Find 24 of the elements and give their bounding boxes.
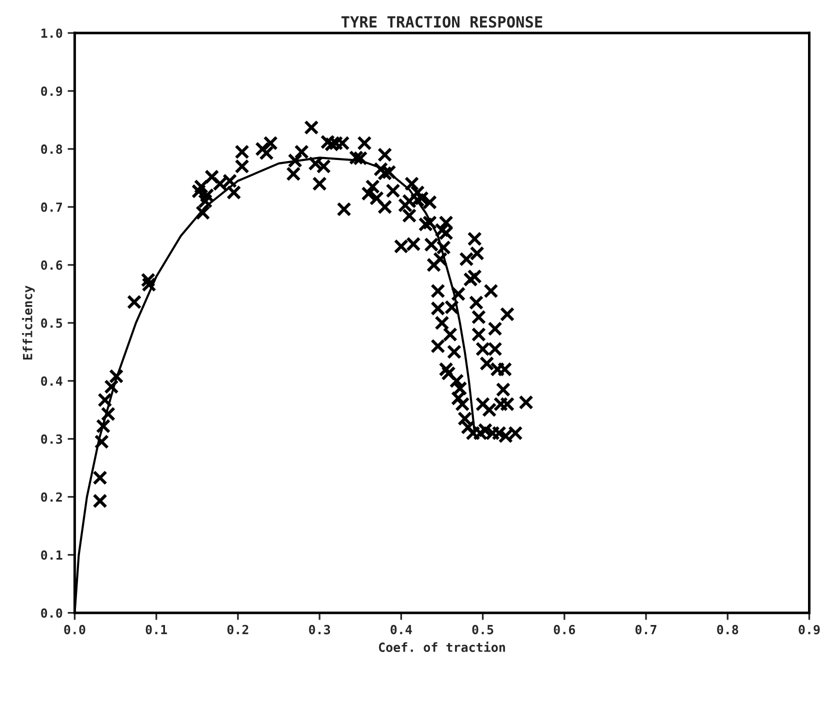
x-tick-label: 0.4 (390, 624, 412, 634)
x-tick-label: 0.0 (64, 624, 86, 634)
chart-title: TYRE TRACTION RESPONSE (341, 16, 542, 28)
y-tick-label: 0.5 (41, 318, 62, 328)
y-tick-label: 0.8 (41, 144, 62, 154)
y-tick-label: 0.3 (41, 434, 62, 444)
x-tick-label: 0.9 (798, 624, 820, 634)
x-tick-label: 0.6 (554, 624, 576, 634)
y-tick-label: 0.7 (41, 202, 62, 212)
y-tick-label: 0.4 (41, 376, 62, 386)
x-axis-title: Coef. of traction (378, 642, 505, 652)
y-axis-title: Efficiency (22, 286, 35, 360)
y-tick-label: 0.2 (41, 492, 62, 502)
y-tick-label: 0.9 (41, 86, 62, 96)
x-tick-label: 0.1 (146, 624, 168, 634)
x-tick-label: 0.3 (309, 624, 330, 634)
x-tick-label: 0.7 (635, 624, 656, 634)
y-tick-label: 0.0 (41, 608, 62, 618)
x-tick-label: 0.5 (472, 624, 494, 634)
x-tick-label: 0.8 (717, 624, 738, 634)
y-tick-label: 1.0 (41, 28, 62, 38)
y-tick-label: 0.6 (41, 260, 62, 270)
y-tick-label: 0.1 (41, 550, 62, 560)
x-tick-label: 0.2 (227, 624, 248, 634)
